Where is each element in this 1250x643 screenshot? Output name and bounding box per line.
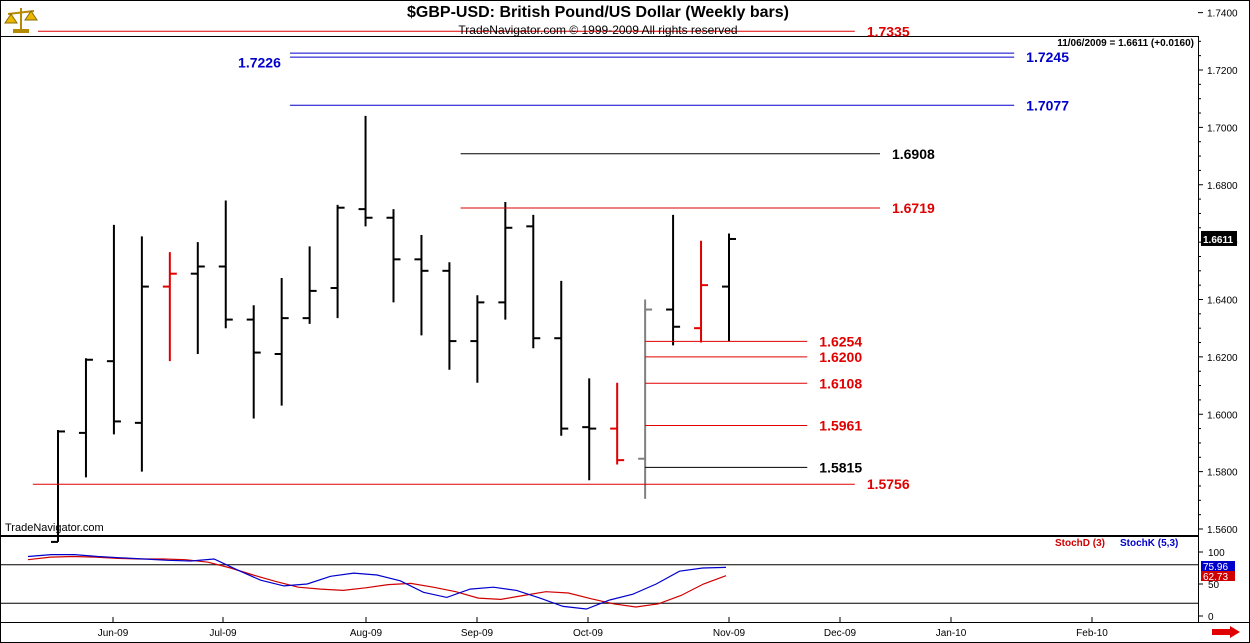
ohlc-bar: [386, 209, 401, 303]
ohlc-bar: [302, 246, 317, 324]
x-tick-label: Jul-09: [209, 628, 237, 639]
ohlc-bar: [414, 234, 429, 336]
ohlc-bar: [582, 378, 597, 481]
brand-watermark: TradeNavigator.com: [5, 522, 104, 534]
last-price-marker: 1.6611: [1201, 230, 1237, 246]
stochk-legend: StochK (5,3): [1120, 538, 1179, 549]
level-label: 1.7245: [1026, 49, 1069, 65]
stochd-legend: StochD (3): [1055, 538, 1105, 549]
price-tick-label: 1.7400: [1207, 9, 1238, 20]
last-price-label: 1.6611: [1203, 235, 1233, 246]
ohlc-bar: [610, 382, 625, 465]
chart-subtitle: TradeNavigator.com © 1999-2009 All right…: [458, 23, 738, 37]
price-tick-label: 1.5600: [1207, 525, 1238, 536]
level-label: 1.6200: [819, 349, 862, 365]
x-tick-label: Dec-09: [824, 628, 857, 639]
stochk-value-box: [1201, 561, 1235, 571]
ohlc-bar: [694, 240, 709, 343]
price-tick-label: 1.7000: [1207, 123, 1238, 134]
price-tick-label: 1.6000: [1207, 410, 1238, 421]
x-tick-label: Jun-09: [98, 628, 129, 639]
ohlc-bar: [498, 201, 513, 320]
stoch-series-line: [27, 553, 727, 610]
x-tick-label: Sep-09: [461, 628, 494, 639]
price-tick-label: 1.6400: [1207, 296, 1238, 307]
level-label: 1.7226: [238, 55, 281, 71]
ohlc-bar: [358, 115, 373, 227]
ohlc-bar: [442, 262, 457, 370]
level-label: 1.5815: [819, 459, 862, 475]
level-label: 1.7077: [1026, 97, 1069, 113]
stoch-tick-label: 100: [1208, 548, 1225, 559]
ohlc-bar: [274, 277, 289, 406]
ohlc-bar: [190, 242, 205, 355]
stochk-value-label: 75.96: [1203, 562, 1228, 573]
x-tick-label: Aug-09: [350, 628, 383, 639]
ohlc-bar: [666, 214, 681, 346]
time-x-axis: Jun-09 Jul-09 Aug-09 Sep-09 Oct-09 Nov-09 Dec-…: [98, 617, 1108, 639]
level-label: 1.6908: [892, 146, 935, 162]
ohlc-bar: [218, 200, 233, 329]
ohlc-bar: [638, 299, 653, 499]
level-label: 1.6719: [892, 200, 935, 216]
price-tick-label: 1.6200: [1207, 353, 1238, 364]
price-bars: [51, 115, 736, 543]
level-label: 1.6254: [819, 333, 862, 349]
chart-title: $GBP-USD: British Pound/US Dollar (Weekl…: [407, 4, 789, 21]
stoch-tick-label: 0: [1208, 612, 1214, 623]
ohlc-bar: [554, 280, 569, 436]
price-tick-label: 1.5800: [1207, 468, 1238, 479]
ohlc-bar: [51, 430, 65, 543]
x-tick-label: Feb-10: [1076, 628, 1108, 639]
last-quote-info: 11/06/2009 = 1.6611 (+0.0160): [1057, 38, 1194, 49]
x-tick-label: Oct-09: [573, 628, 603, 639]
x-tick-label: Jan-10: [936, 628, 967, 639]
trade-navigator-scale-icon[interactable]: [4, 5, 38, 35]
ohlc-bar: [78, 358, 93, 478]
ohlc-bar: [330, 204, 345, 319]
level-label: 1.7335: [867, 23, 910, 39]
last-price-box: [1201, 230, 1237, 246]
x-tick-label: Nov-09: [713, 628, 746, 639]
ohlc-bar: [526, 214, 541, 349]
level-label: 1.5961: [819, 417, 862, 433]
stochastic-panel[interactable]: [0, 536, 1199, 623]
ohlc-bar: [106, 224, 121, 435]
stochd-value-box: [1201, 571, 1235, 581]
scroll-right-arrow-icon[interactable]: [1212, 626, 1240, 638]
stoch-tick-label: 50: [1208, 580, 1220, 591]
stochastic-y-axis: 100 50 0: [1, 548, 1225, 623]
level-label: 1.5756: [867, 476, 910, 492]
ohlc-bar: [246, 305, 261, 419]
stochd-value-label: 62.73: [1203, 572, 1228, 583]
level-label: 1.6108: [819, 375, 862, 391]
ohlc-bar: [722, 233, 736, 342]
price-panel[interactable]: [0, 36, 1199, 536]
ohlc-bar: [470, 295, 485, 383]
support-resistance-levels: 1.7335 1.7245 1.7226 1.7077 1.6908 1.6719 1.62…: [7, 23, 1069, 492]
ohlc-bar: [134, 236, 149, 472]
ohlc-bar: [162, 252, 177, 362]
price-tick-label: 1.7200: [1207, 66, 1238, 77]
price-tick-label: 1.6800: [1207, 181, 1238, 192]
